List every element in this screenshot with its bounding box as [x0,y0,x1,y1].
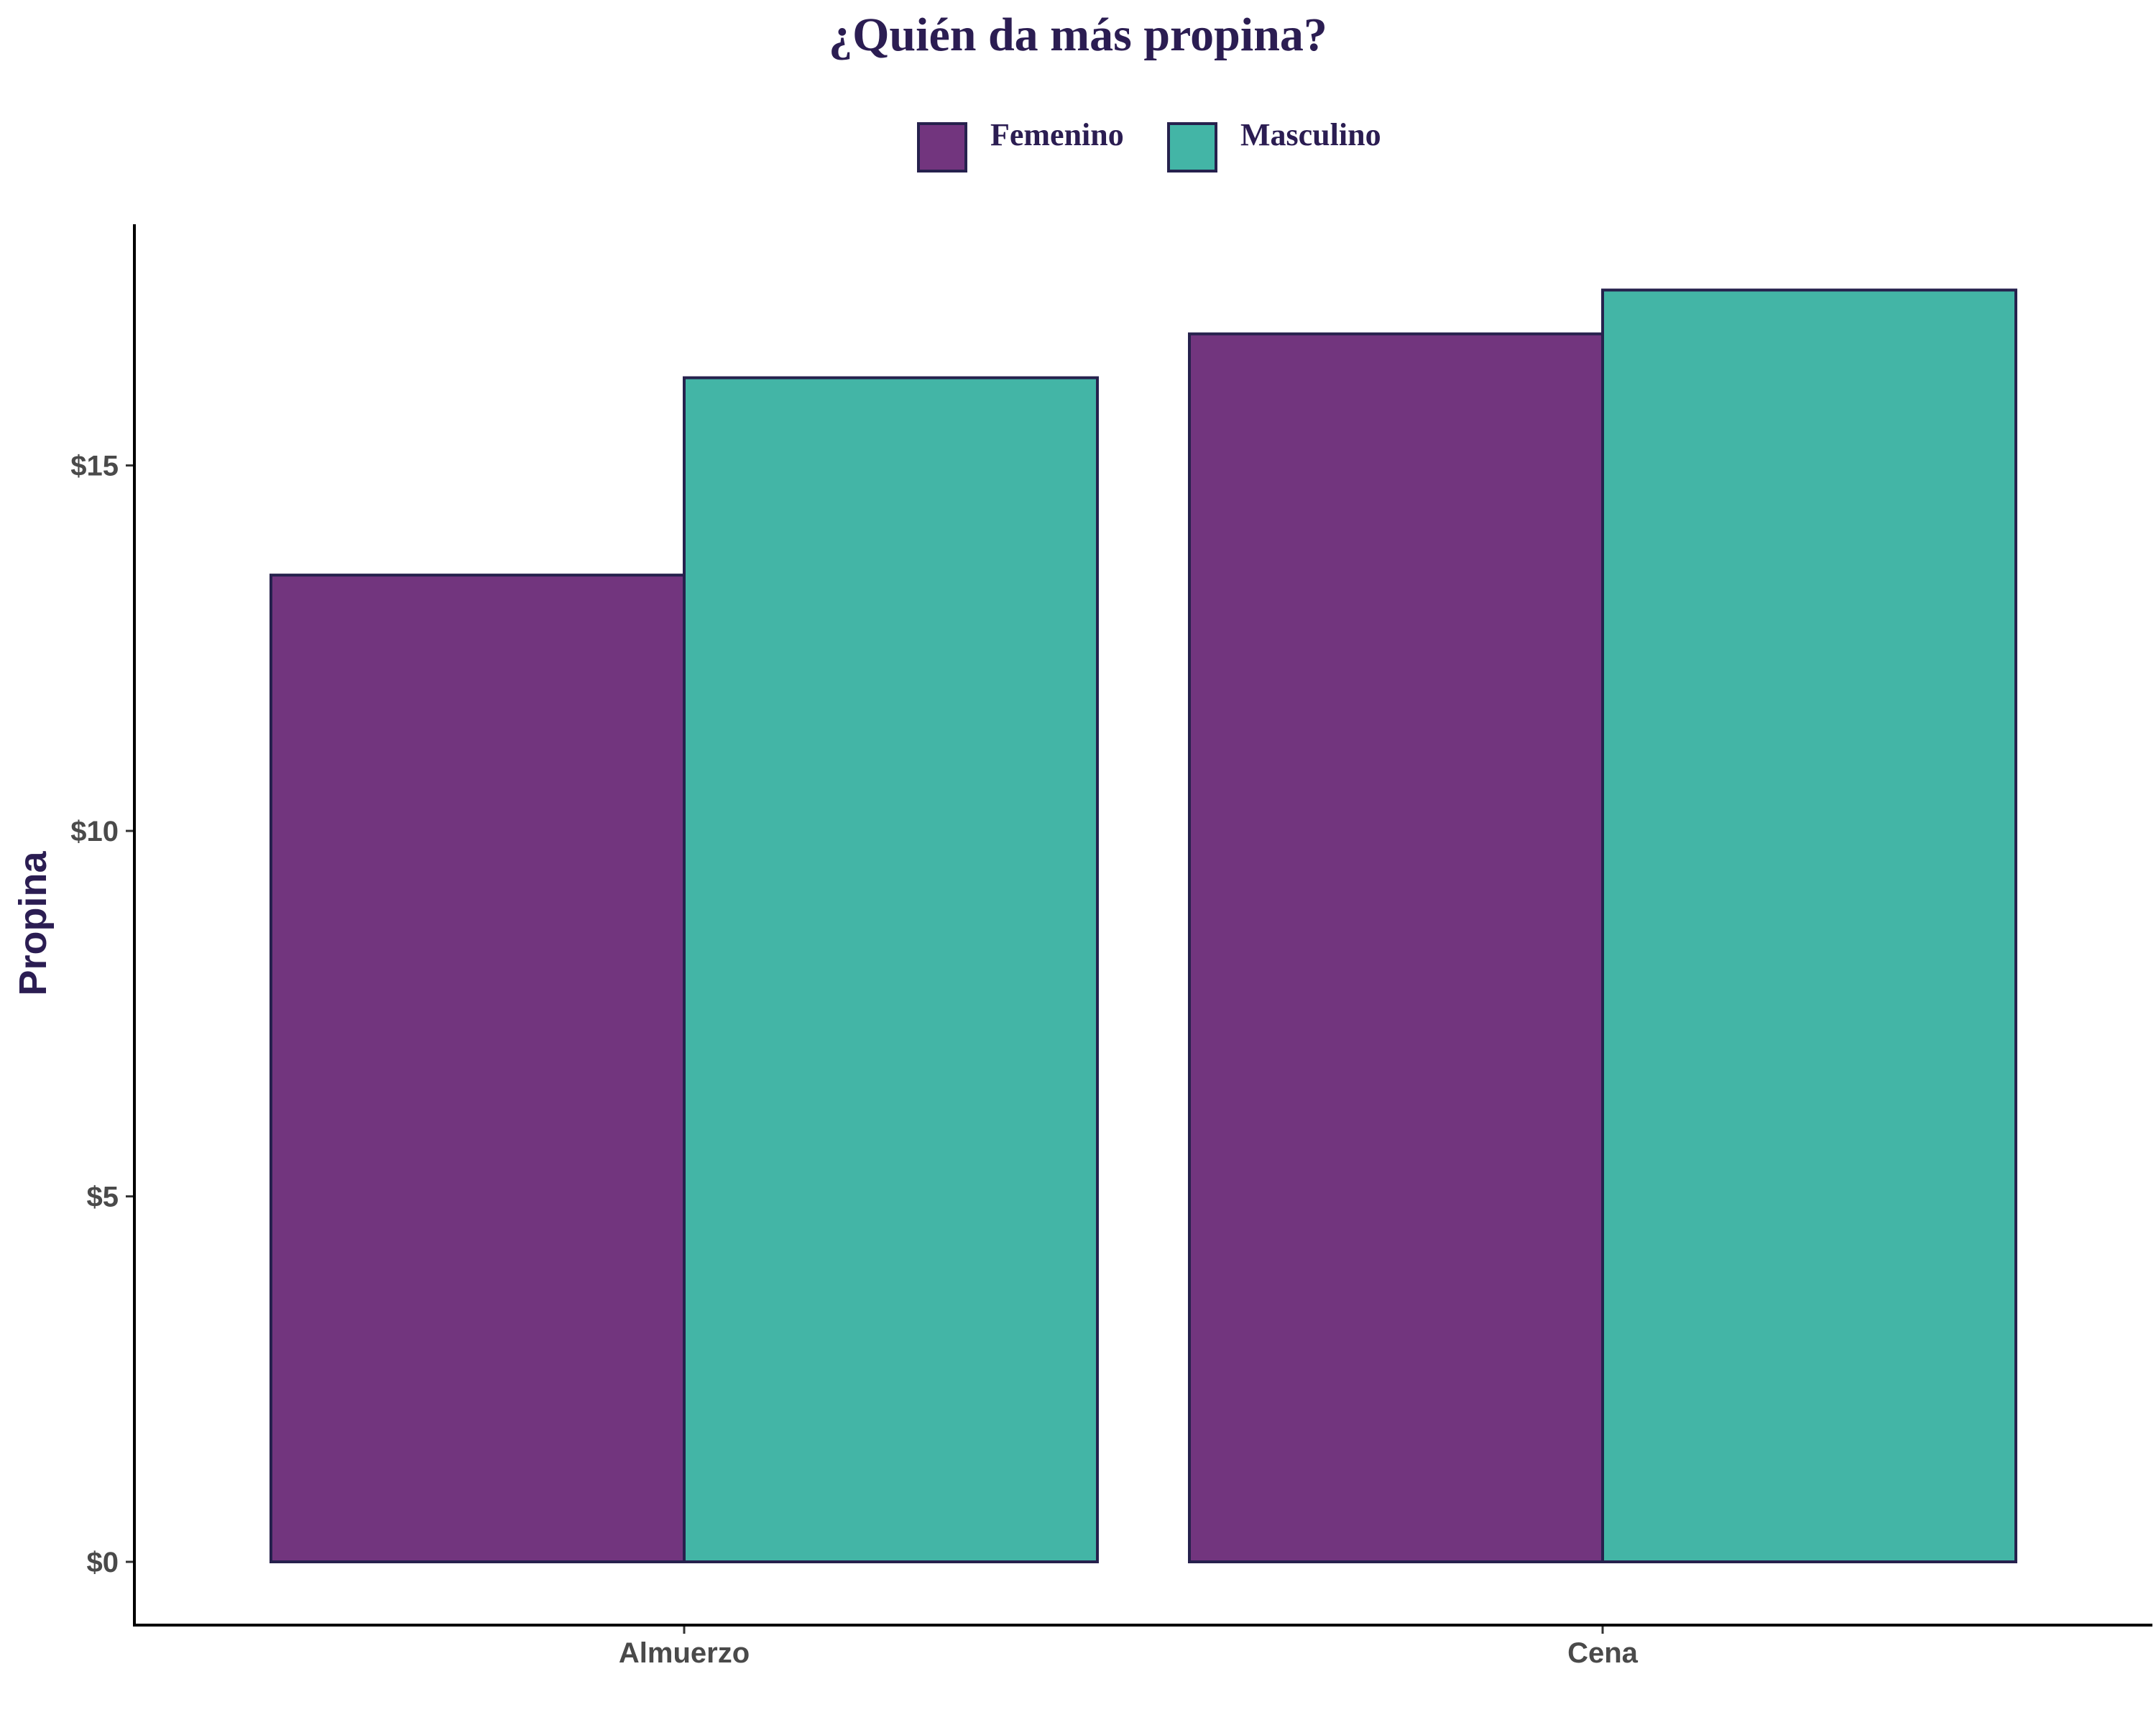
plot-area: $0 $5 $10 $15 Almuerzo Cena [70,288,2017,1669]
legend-item-masculino: Masculino [1167,117,1381,172]
legend-label-femenino: Femenino [990,117,1124,152]
y-tick-label: $10 [70,816,119,847]
y-tick-label: $15 [70,451,119,482]
chart-title: ¿Quién da más propina? [829,9,1327,61]
legend-label-masculino: Masculino [1240,117,1381,152]
legend: Femenino Masculino [917,117,1381,172]
bar-almuerzo-femenino [270,574,686,1564]
x-tick-label-cena: Cena [1567,1637,1639,1669]
y-axis-title: Propina [11,851,55,996]
y-tick-label: $0 [87,1547,119,1578]
legend-swatch-femenino [917,122,967,172]
legend-swatch-masculino [1167,122,1217,172]
x-tick-label-almuerzo: Almuerzo [619,1637,750,1669]
bar-cena-masculino [1601,288,2017,1564]
bar-cena-femenino [1188,332,1604,1563]
legend-item-femenino: Femenino [917,117,1124,172]
bar-almuerzo-masculino [683,376,1099,1563]
y-tick-label: $5 [87,1182,119,1213]
